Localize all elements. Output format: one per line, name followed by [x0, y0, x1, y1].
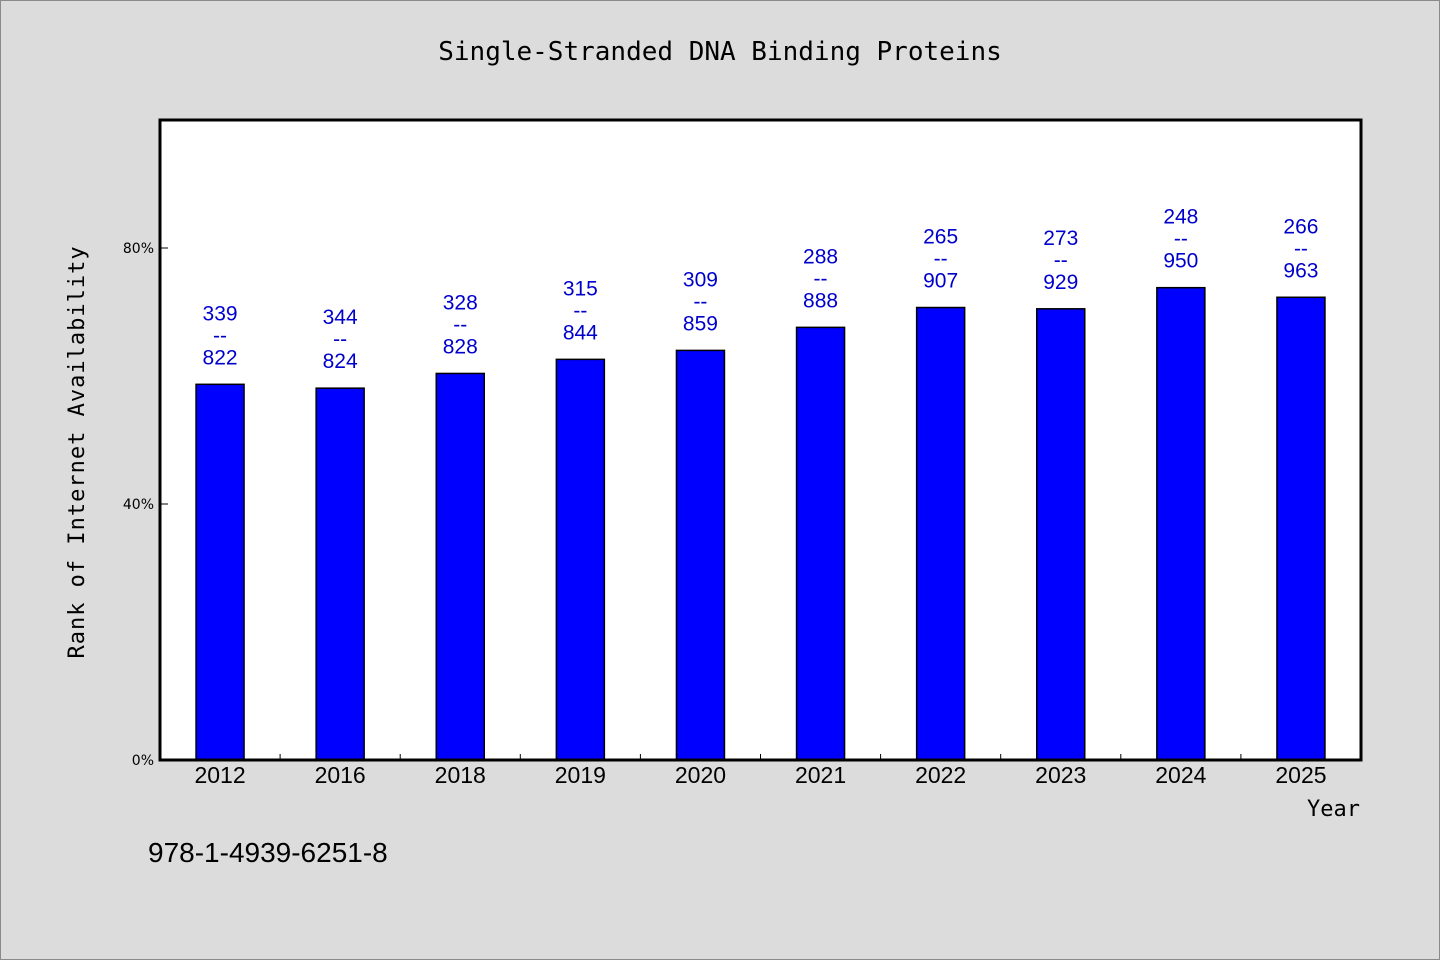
x-tick-label-2016: 2016: [315, 762, 366, 788]
bar-2022: [915, 306, 966, 761]
x-tick-label-2019: 2019: [555, 762, 606, 788]
x-tick-label-2022: 2022: [915, 762, 966, 788]
bar-2019: [555, 358, 606, 761]
data-label-2016-2: --: [333, 328, 347, 351]
data-label-2018-2: --: [453, 313, 467, 336]
bar-2018: [435, 372, 485, 761]
data-label-2018-1: 328: [443, 291, 478, 314]
bar-2025: [1276, 296, 1326, 761]
plot-border: [158, 118, 1363, 762]
data-label-2021-3: 888: [803, 289, 838, 312]
data-label-2022-1: 265: [923, 226, 958, 249]
data-label-2025-1: 266: [1283, 215, 1318, 238]
data-label-2021-2: --: [814, 267, 828, 290]
y-tick-label-0: 0%: [132, 753, 154, 769]
data-label-2024-2: --: [1174, 228, 1188, 251]
axis-ticks: 2012 2016 2018 2019 2020 2021 2022 2023 2024 2025…: [123, 241, 1327, 788]
data-label-2012-2: --: [213, 324, 227, 347]
bar-2024: [1156, 286, 1206, 761]
data-label-2022-2: --: [934, 248, 948, 271]
data-label-2021-1: 288: [803, 245, 838, 268]
data-label-2018-3: 828: [443, 335, 478, 358]
data-label-2019-1: 315: [563, 277, 598, 300]
bars: [195, 286, 1326, 761]
data-label-2019-2: --: [573, 299, 587, 322]
x-axis-label: Year: [1307, 797, 1360, 822]
data-labels: 339--822344--824328--828315--844309--859…: [203, 206, 1319, 373]
y-tick-label-80: 80%: [123, 241, 154, 257]
x-tick-label-2012: 2012: [194, 762, 245, 788]
bar-2020: [675, 349, 726, 761]
x-tick-label-2024: 2024: [1155, 762, 1206, 788]
data-label-2023-1: 273: [1043, 227, 1078, 250]
data-label-2025-3: 963: [1283, 259, 1318, 282]
y-tick-label-40: 40%: [123, 497, 154, 513]
bar-2021: [795, 326, 846, 761]
data-label-2020-3: 859: [683, 312, 718, 335]
bar-2012: [195, 383, 245, 761]
x-tick-label-2020: 2020: [675, 762, 726, 788]
data-label-2020-1: 309: [683, 268, 718, 291]
isbn-footnote: 978-1-4939-6251-8: [148, 837, 388, 868]
bar-2023: [1036, 308, 1086, 761]
data-label-2019-3: 844: [563, 321, 598, 344]
data-label-2022-3: 907: [923, 270, 958, 293]
data-label-2012-1: 339: [203, 302, 238, 325]
x-tick-label-2021: 2021: [795, 762, 846, 788]
data-label-2016-1: 344: [323, 306, 358, 329]
data-label-2023-2: --: [1054, 249, 1068, 272]
data-label-2024-3: 950: [1163, 250, 1198, 273]
chart-title: Single-Stranded DNA Binding Proteins: [438, 37, 1002, 67]
data-label-2020-2: --: [693, 290, 707, 313]
x-tick-label-2025: 2025: [1275, 762, 1326, 788]
data-label-2012-3: 822: [203, 346, 238, 369]
data-label-2023-3: 929: [1043, 271, 1078, 294]
y-axis-label: Rank of Internet Availability: [65, 245, 90, 658]
data-label-2025-2: --: [1294, 237, 1308, 260]
data-label-2024-1: 248: [1163, 206, 1198, 229]
bar-2016: [315, 387, 365, 761]
data-label-2016-3: 824: [323, 350, 358, 373]
x-tick-label-2018: 2018: [435, 762, 486, 788]
x-tick-label-2023: 2023: [1035, 762, 1086, 788]
